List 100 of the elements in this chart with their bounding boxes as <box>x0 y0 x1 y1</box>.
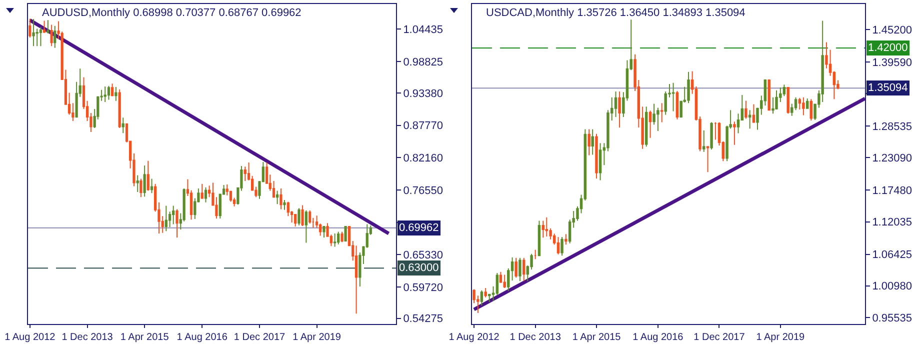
candlestick <box>340 231 344 243</box>
y-tick-label: 1.28535 <box>872 120 912 133</box>
candlestick <box>564 234 568 246</box>
x-tick-label: 1 Dec 2017 <box>694 332 746 343</box>
y-tick-label: 0.65330 <box>403 249 443 262</box>
candlestick <box>136 174 139 192</box>
candlestick <box>334 232 336 248</box>
candlestick <box>618 91 621 128</box>
x-tick-label: 1 Aug 2016 <box>176 332 228 343</box>
x-tick-label: 1 Aug 2012 <box>4 332 56 343</box>
ref-line-label: 1.42000 <box>868 42 908 54</box>
candlestick <box>301 204 304 226</box>
x-tick-label: 1 Aug 2012 <box>448 332 500 343</box>
x-tick-label: 1 Apr 2015 <box>572 332 622 343</box>
y-tick-label: 0.82160 <box>403 152 443 164</box>
candlestick <box>118 88 121 128</box>
y-tick-label: 1.39590 <box>872 56 912 69</box>
y-tick-label: 1.06425 <box>872 249 912 262</box>
candlestick <box>50 24 53 47</box>
candlestick <box>146 160 150 192</box>
candlestick <box>280 188 282 210</box>
x-tick-label: 1 Aug 2016 <box>632 332 684 343</box>
candlestick <box>522 257 526 282</box>
ref-line-label: 1.35094 <box>868 82 908 94</box>
chart-title: AUDUSD,Monthly 0.68998 0.70377 0.68767 0.69962 <box>42 7 302 19</box>
candlestick <box>143 164 146 198</box>
candlestick <box>503 274 506 289</box>
candlestick <box>200 183 204 200</box>
y-tick-label: 1.12035 <box>872 216 912 229</box>
candlestick <box>706 146 710 173</box>
candlestick <box>514 257 518 278</box>
candlestick <box>32 18 35 47</box>
candlestick <box>164 205 168 232</box>
candlestick <box>598 142 602 181</box>
candlestick <box>308 210 312 224</box>
candlestick <box>545 216 548 237</box>
x-tick-label: 1 Dec 2013 <box>510 332 562 343</box>
ref-line-label: 0.69962 <box>399 222 439 234</box>
candlestick <box>676 90 679 120</box>
candlestick <box>656 107 660 132</box>
candlestick <box>752 104 756 124</box>
candlestick <box>810 98 812 122</box>
candlestick <box>337 231 340 245</box>
candlestick <box>748 110 752 130</box>
candlestick <box>538 220 541 257</box>
candlestick <box>672 82 675 112</box>
y-tick-label: 0.76550 <box>403 184 443 197</box>
chart-title: USDCAD,Monthly 1.35726 1.36450 1.34893 1.35094 <box>486 7 746 19</box>
candlestick <box>802 96 805 116</box>
y-tick-label: 1.00980 <box>872 280 912 293</box>
candlestick <box>518 257 522 282</box>
x-tick-label: 1 Dec 2013 <box>62 332 114 343</box>
candlestick <box>484 288 487 298</box>
candlestick <box>104 86 106 103</box>
candlestick <box>28 18 32 38</box>
y-tick-label: 1.04435 <box>403 24 443 36</box>
candlestick <box>150 178 154 194</box>
candlestick <box>534 249 537 260</box>
candlestick <box>322 225 326 238</box>
candlestick <box>733 121 736 146</box>
y-tick-label: 0.93380 <box>403 88 443 100</box>
candlestick <box>304 210 308 244</box>
candlestick <box>687 71 690 104</box>
candlestick <box>204 186 208 203</box>
candlestick <box>786 86 790 114</box>
candlestick <box>172 205 175 225</box>
ref-line-label: 0.63000 <box>399 262 439 274</box>
x-tick-label: 1 Dec 2017 <box>234 332 286 343</box>
candlestick <box>46 20 50 34</box>
y-tick-label: 0.87770 <box>403 120 443 132</box>
x-tick-label: 1 Apr 2019 <box>292 332 342 343</box>
candlestick <box>648 110 652 138</box>
candlestick <box>542 220 544 238</box>
candlestick <box>560 236 564 256</box>
y-tick-label: 1.45200 <box>872 24 912 36</box>
x-tick-label: 1 Apr 2019 <box>756 332 806 343</box>
candlestick <box>344 225 347 242</box>
candlestick <box>176 208 178 238</box>
candlestick <box>107 85 110 100</box>
candlestick <box>354 245 358 314</box>
candlestick <box>54 25 56 48</box>
candlestick <box>140 178 142 198</box>
candlestick <box>644 106 648 148</box>
candlestick <box>660 102 664 123</box>
candlestick <box>244 166 246 182</box>
candlestick <box>114 86 118 102</box>
y-tick-label: 0.98825 <box>403 56 443 68</box>
candlestick <box>614 91 618 118</box>
y-tick-label: 1.17480 <box>872 185 912 198</box>
candlestick <box>744 100 748 120</box>
candlestick <box>806 98 809 109</box>
y-tick-label: 0.95535 <box>872 312 912 324</box>
candlestick <box>122 117 124 134</box>
candlestick <box>294 214 297 228</box>
candlestick <box>556 236 560 255</box>
candlestick <box>710 122 713 150</box>
candlestick <box>775 90 778 110</box>
candlestick <box>595 133 598 179</box>
candlestick <box>42 20 46 34</box>
candlestick <box>110 83 114 97</box>
